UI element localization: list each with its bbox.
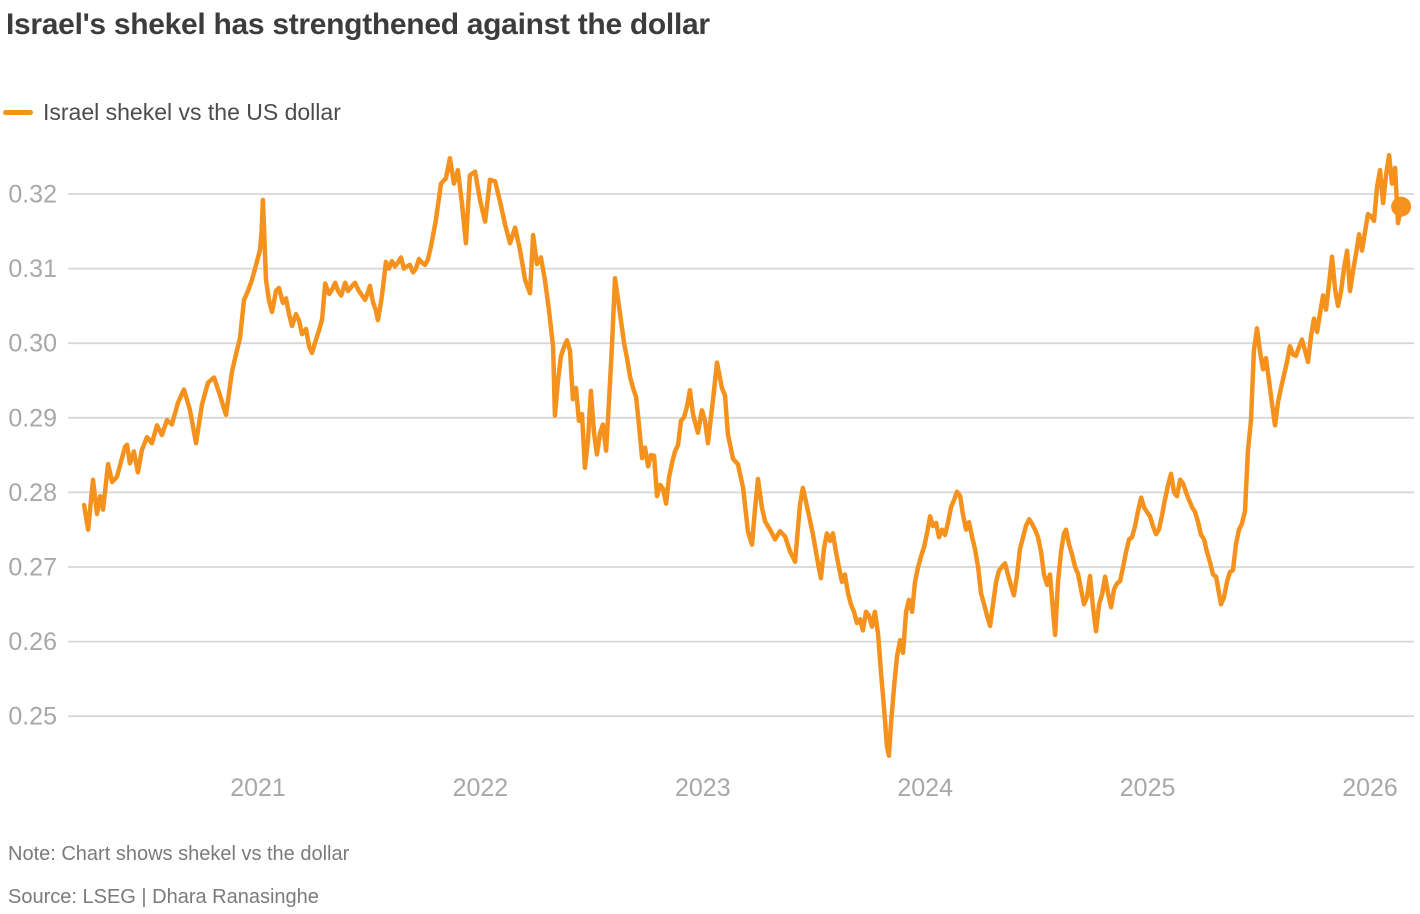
- x-tick-label: 2021: [230, 774, 286, 802]
- y-tick-label: 0.26: [8, 628, 57, 656]
- shekel-series-line: [81, 152, 1404, 758]
- x-tick-label: 2023: [675, 774, 731, 802]
- note-text: Note: Chart shows shekel vs the dollar: [8, 843, 350, 865]
- legend-swatch-line-icon: [3, 110, 33, 115]
- y-tick-label: 0.31: [8, 255, 57, 283]
- x-tick-label: 2024: [897, 774, 953, 802]
- chart-title: Israel's shekel has strengthened against…: [6, 8, 710, 41]
- x-tick-label: 2022: [453, 774, 509, 802]
- legend-label: Israel shekel vs the US dollar: [43, 99, 341, 125]
- x-tick-label: 2026: [1342, 774, 1398, 802]
- x-tick-label: 2025: [1120, 774, 1176, 802]
- y-tick-label: 0.32: [8, 181, 57, 209]
- y-tick-label: 0.27: [8, 554, 57, 582]
- legend: Israel shekel vs the US dollar: [3, 99, 341, 126]
- source-text: Source: LSEG | Dhara Ranasinghe: [8, 886, 319, 908]
- y-tick-label: 0.28: [8, 479, 57, 507]
- y-tick-label: 0.30: [8, 330, 57, 358]
- y-tick-label: 0.25: [8, 703, 57, 731]
- y-tick-label: 0.29: [8, 404, 57, 432]
- series-end-dot: [1391, 196, 1412, 217]
